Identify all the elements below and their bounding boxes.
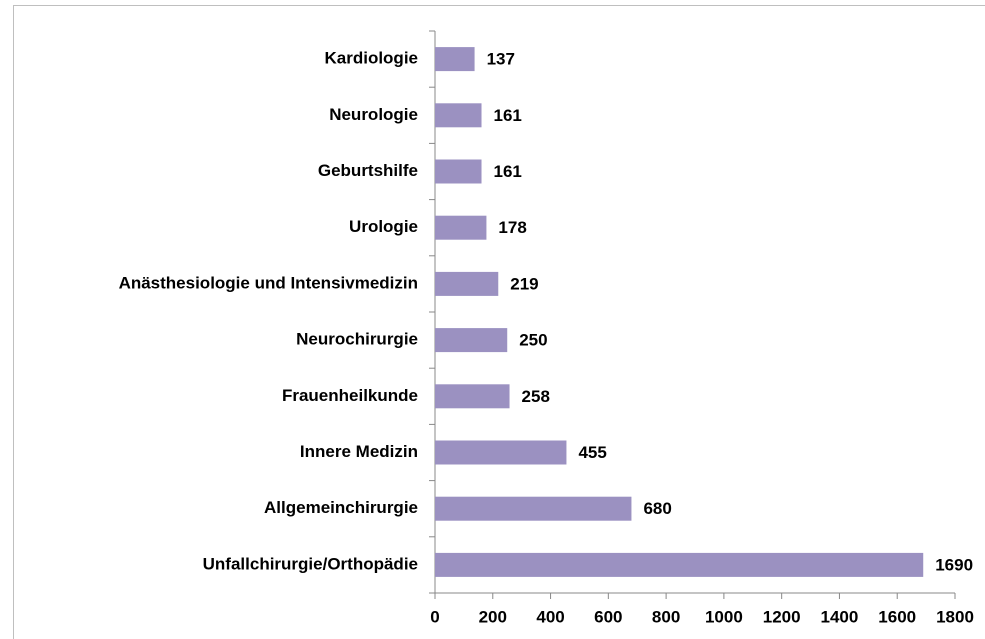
bar: [435, 47, 475, 72]
x-tick-label: 1000: [705, 607, 743, 626]
value-label: 250: [519, 331, 547, 350]
x-tick-label: 1600: [878, 607, 916, 626]
y-tick-label: Unfallchirurgie/Orthopädie: [203, 554, 418, 573]
y-tick-label: Anästhesiologie und Intensivmedizin: [119, 273, 418, 292]
x-tick-label: 600: [594, 607, 622, 626]
bar: [435, 384, 510, 409]
bar: [435, 271, 499, 296]
y-tick-label: Neurochirurgie: [296, 330, 418, 349]
x-tick-label: 1200: [763, 607, 801, 626]
y-tick-label: Geburtshilfe: [318, 161, 418, 180]
y-tick-label: Urologie: [349, 217, 418, 236]
x-tick-label: 400: [536, 607, 564, 626]
bar: [435, 215, 487, 240]
value-label: 137: [487, 50, 515, 69]
value-label: 680: [643, 499, 671, 518]
bar: [435, 496, 632, 521]
bar: [435, 103, 482, 128]
value-label: 178: [498, 218, 526, 237]
x-tick-label: 200: [479, 607, 507, 626]
y-tick-label: Allgemeinchirurgie: [264, 498, 418, 517]
bar: [435, 552, 924, 577]
chart-frame: [13, 5, 985, 639]
value-label: 455: [578, 443, 606, 462]
y-tick-label: Kardiologie: [324, 49, 418, 68]
value-label: 258: [522, 387, 550, 406]
bar: [435, 159, 482, 184]
x-tick-label: 800: [652, 607, 680, 626]
bar: [435, 440, 567, 465]
x-tick-label: 1800: [936, 607, 974, 626]
y-tick-label: Frauenheilkunde: [282, 386, 418, 405]
x-tick-label: 0: [430, 607, 439, 626]
bar: [435, 328, 508, 353]
value-label: 219: [510, 274, 538, 293]
x-tick-label: 1400: [821, 607, 859, 626]
value-label: 1690: [935, 555, 973, 574]
value-label: 161: [494, 106, 522, 125]
y-tick-label: Neurologie: [329, 105, 418, 124]
value-label: 161: [494, 162, 522, 181]
y-tick-label: Innere Medizin: [300, 442, 418, 461]
